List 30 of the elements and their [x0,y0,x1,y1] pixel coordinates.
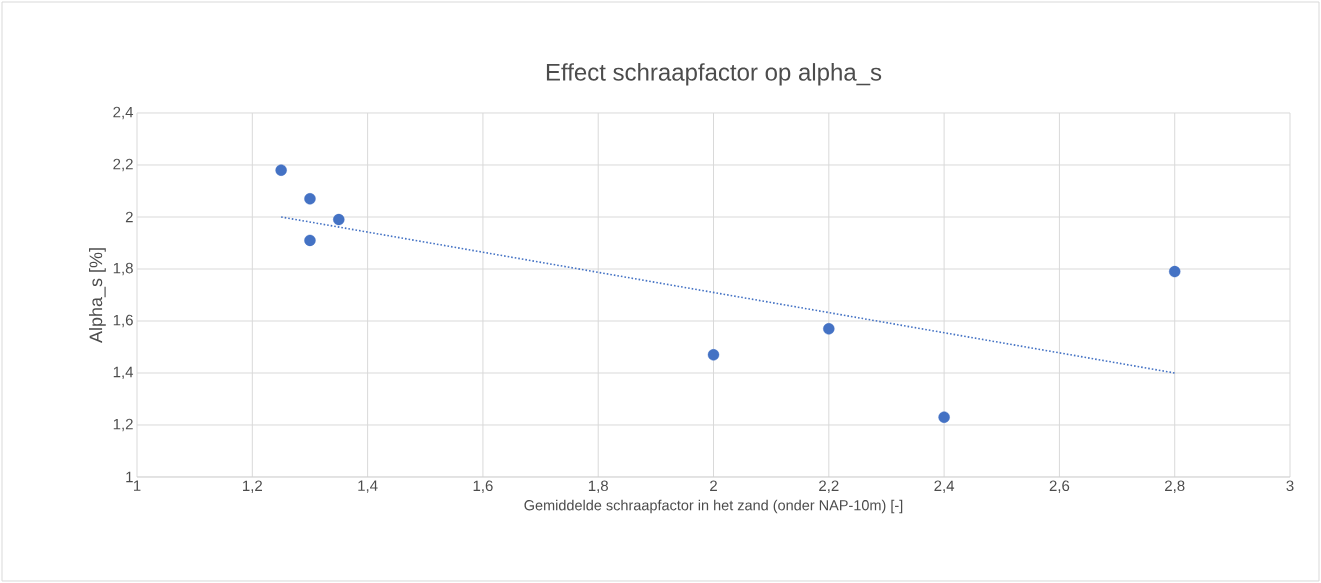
x-tick-label: 2 [710,480,717,491]
y-tick-label: 2 [125,211,133,223]
point [333,213,345,226]
y-tick-label: 1 [126,471,133,483]
x-tick-label: 3 [1286,480,1294,492]
chart-title: Effect schraapfactor op alpha_s [546,63,882,86]
y-tick-label: 1,8 [113,262,133,276]
point [1169,265,1181,278]
point [938,411,950,423]
point [304,234,316,247]
x-tick-label: 2,6 [1049,480,1070,493]
point [275,164,287,176]
y-tick-label: 1,2 [113,418,133,432]
y-tick-label: 1,6 [113,314,133,328]
y-tick-label: 2,4 [113,106,134,120]
x-tick-label: 2,4 [934,480,955,493]
x-tick-label: 1,6 [473,480,493,493]
x-axis-title: Gemiddelde schraapfactor in het zand (onder NAP-10m) [-] [524,499,903,514]
x-tick-label: 1,4 [358,480,378,493]
x-tick-label: 2,2 [819,480,839,493]
x-tick-label: 1,8 [588,480,608,493]
y-tick-label: 1,4 [113,366,134,380]
point [823,323,835,335]
y-tick-label: 2,2 [113,158,133,172]
x-tick-label: 2,8 [1165,480,1185,493]
y-axis-title: Alpha_s [%] [89,248,106,343]
point [707,349,720,361]
point [304,193,316,205]
x-tick-label: 1,2 [243,480,262,493]
x-tick-label: 1 [133,480,141,491]
